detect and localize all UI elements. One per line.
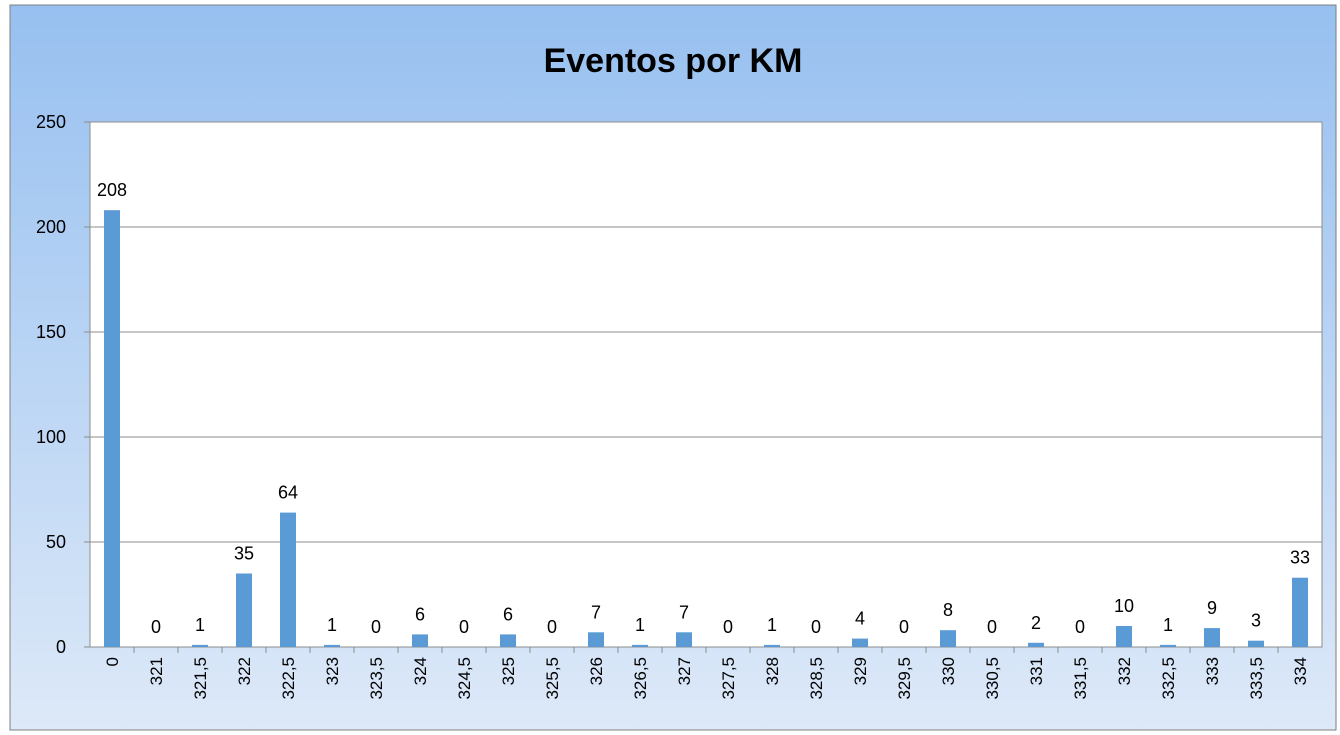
y-tick-label: 50 bbox=[46, 532, 66, 552]
bar bbox=[852, 638, 868, 647]
x-tick-label: 334 bbox=[1291, 657, 1310, 685]
data-label: 208 bbox=[97, 180, 127, 200]
y-tick-label: 0 bbox=[56, 637, 66, 657]
data-label: 64 bbox=[278, 483, 298, 503]
data-label: 0 bbox=[987, 617, 997, 637]
y-tick-label: 200 bbox=[36, 217, 66, 237]
x-tick-label: 323 bbox=[323, 657, 342, 685]
x-tick-label: 323,5 bbox=[367, 657, 386, 700]
bar bbox=[676, 632, 692, 647]
x-tick-label: 325,5 bbox=[543, 657, 562, 700]
bar bbox=[1204, 628, 1220, 647]
data-label: 33 bbox=[1290, 548, 1310, 568]
data-label: 7 bbox=[591, 602, 601, 622]
data-label: 1 bbox=[327, 615, 337, 635]
data-label: 7 bbox=[679, 602, 689, 622]
x-tick-label: 330 bbox=[939, 657, 958, 685]
x-tick-label: 329 bbox=[851, 657, 870, 685]
bar bbox=[1160, 644, 1176, 647]
x-tick-label: 327,5 bbox=[719, 657, 738, 700]
bar bbox=[1292, 577, 1308, 647]
bar bbox=[1248, 640, 1264, 647]
data-label: 0 bbox=[811, 617, 821, 637]
y-tick-label: 150 bbox=[36, 322, 66, 342]
data-label: 0 bbox=[151, 617, 161, 637]
x-tick-label: 332 bbox=[1115, 657, 1134, 685]
bar bbox=[1116, 626, 1132, 647]
bar bbox=[236, 573, 252, 647]
plot-area bbox=[89, 121, 1323, 648]
x-tick-label: 333,5 bbox=[1247, 657, 1266, 700]
x-tick-label: 326,5 bbox=[631, 657, 650, 700]
data-label: 3 bbox=[1251, 611, 1261, 631]
data-label: 6 bbox=[503, 604, 513, 624]
bar bbox=[104, 210, 120, 647]
x-tick-label: 331 bbox=[1027, 657, 1046, 685]
data-label: 0 bbox=[899, 617, 909, 637]
data-label: 6 bbox=[415, 604, 425, 624]
data-label: 1 bbox=[195, 615, 205, 635]
x-tick-label: 331,5 bbox=[1071, 657, 1090, 700]
data-label: 1 bbox=[1163, 615, 1173, 635]
x-tick-label: 327 bbox=[675, 657, 694, 685]
data-label: 0 bbox=[1075, 617, 1085, 637]
y-tick-label: 250 bbox=[36, 112, 66, 132]
x-tick-label: 0 bbox=[103, 657, 122, 666]
bar bbox=[324, 644, 340, 647]
chart-title: Eventos por KM bbox=[544, 42, 803, 80]
data-label: 1 bbox=[635, 615, 645, 635]
data-label: 10 bbox=[1114, 596, 1134, 616]
bar bbox=[500, 634, 516, 647]
bar bbox=[632, 644, 648, 647]
bar bbox=[940, 630, 956, 647]
x-tick-label: 324,5 bbox=[455, 657, 474, 700]
x-tick-label: 328,5 bbox=[807, 657, 826, 700]
bar bbox=[588, 632, 604, 647]
x-tick-label: 326 bbox=[587, 657, 606, 685]
data-label: 0 bbox=[547, 617, 557, 637]
x-tick-label: 325 bbox=[499, 657, 518, 685]
x-tick-label: 329,5 bbox=[895, 657, 914, 700]
data-label: 8 bbox=[943, 600, 953, 620]
data-label: 35 bbox=[234, 544, 254, 564]
data-label: 2 bbox=[1031, 613, 1041, 633]
x-tick-label: 333 bbox=[1203, 657, 1222, 685]
x-tick-label: 332,5 bbox=[1159, 657, 1178, 700]
data-label: 0 bbox=[459, 617, 469, 637]
data-label: 9 bbox=[1207, 598, 1217, 618]
x-tick-label: 321 bbox=[147, 657, 166, 685]
data-label: 1 bbox=[767, 615, 777, 635]
data-label: 4 bbox=[855, 609, 865, 629]
bar bbox=[764, 644, 780, 647]
bar bbox=[192, 644, 208, 647]
y-tick-label: 100 bbox=[36, 427, 66, 447]
x-tick-label: 330,5 bbox=[983, 657, 1002, 700]
bar bbox=[280, 512, 296, 647]
x-tick-label: 322 bbox=[235, 657, 254, 685]
x-tick-label: 321,5 bbox=[191, 657, 210, 700]
bar bbox=[1028, 642, 1044, 647]
data-label: 0 bbox=[723, 617, 733, 637]
x-tick-label: 324 bbox=[411, 657, 430, 685]
data-label: 0 bbox=[371, 617, 381, 637]
x-tick-label: 322,5 bbox=[279, 657, 298, 700]
bar bbox=[412, 634, 428, 647]
x-tick-label: 328 bbox=[763, 657, 782, 685]
